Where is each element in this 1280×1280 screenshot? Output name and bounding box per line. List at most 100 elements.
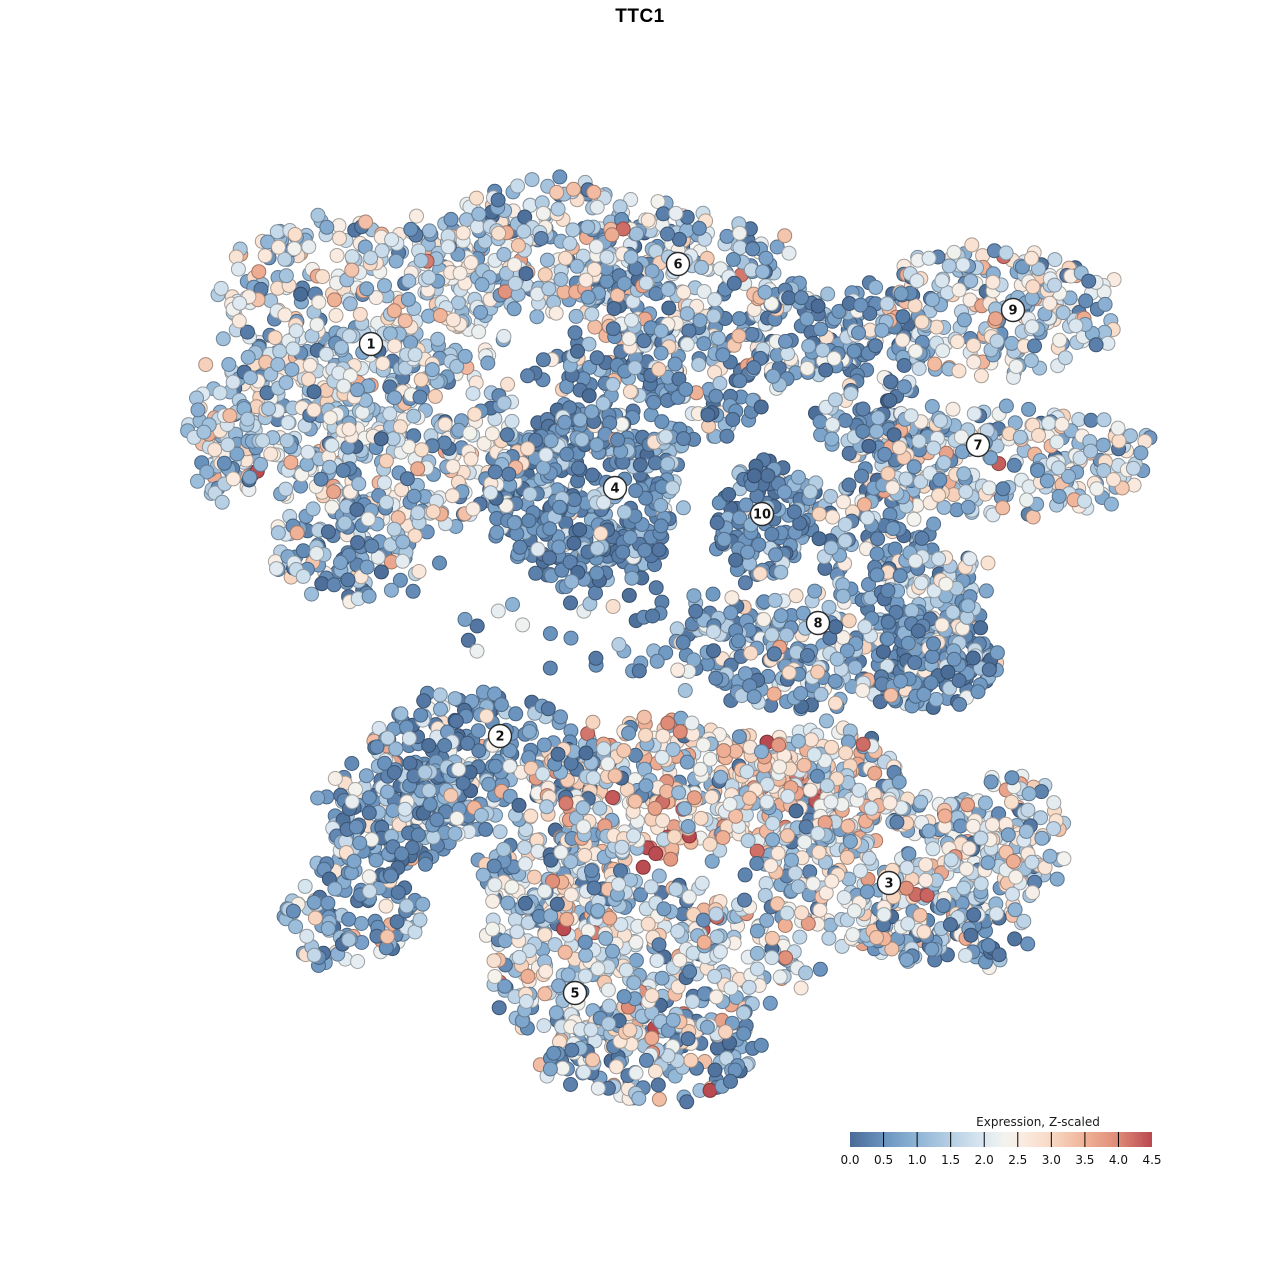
data-point bbox=[553, 709, 568, 725]
data-point bbox=[764, 526, 780, 542]
data-point bbox=[590, 1080, 606, 1096]
data-point bbox=[421, 738, 437, 753]
data-point bbox=[766, 686, 782, 702]
data-point bbox=[327, 771, 343, 786]
data-point bbox=[390, 885, 406, 900]
data-point bbox=[310, 207, 326, 223]
data-point bbox=[669, 621, 685, 637]
data-point bbox=[565, 222, 581, 238]
data-point bbox=[406, 408, 422, 424]
data-point bbox=[1125, 460, 1141, 476]
data-point bbox=[377, 278, 392, 294]
data-point bbox=[469, 190, 484, 206]
data-point bbox=[633, 887, 648, 903]
data-point bbox=[715, 830, 731, 846]
data-point bbox=[824, 873, 840, 889]
data-point bbox=[229, 446, 245, 462]
data-point bbox=[983, 450, 999, 466]
data-point bbox=[635, 859, 651, 875]
data-point bbox=[813, 321, 829, 337]
data-point bbox=[413, 253, 429, 268]
data-point bbox=[654, 749, 670, 765]
data-point bbox=[798, 965, 814, 981]
data-point bbox=[388, 253, 404, 269]
data-point bbox=[931, 551, 947, 567]
data-point bbox=[826, 351, 842, 366]
data-point bbox=[956, 312, 972, 328]
data-point bbox=[448, 713, 464, 729]
data-point bbox=[679, 754, 695, 770]
data-point bbox=[572, 522, 588, 538]
data-point bbox=[399, 471, 415, 487]
data-point bbox=[319, 219, 335, 235]
data-point bbox=[841, 477, 857, 493]
data-point bbox=[533, 231, 549, 246]
data-point bbox=[1047, 252, 1063, 268]
data-point bbox=[764, 627, 780, 643]
data-point bbox=[333, 555, 348, 570]
data-point bbox=[746, 360, 762, 376]
data-point bbox=[277, 307, 293, 323]
data-point bbox=[874, 322, 890, 338]
data-point bbox=[719, 228, 735, 244]
data-point bbox=[320, 524, 336, 540]
data-point bbox=[924, 649, 940, 664]
data-point bbox=[913, 794, 929, 810]
data-point bbox=[309, 546, 325, 561]
data-point bbox=[529, 309, 545, 325]
data-point bbox=[704, 853, 720, 869]
data-point bbox=[1021, 786, 1037, 802]
data-point bbox=[677, 683, 693, 698]
data-point bbox=[504, 413, 520, 429]
data-point bbox=[636, 333, 652, 349]
data-point bbox=[1052, 332, 1068, 348]
data-point bbox=[725, 252, 741, 267]
data-point bbox=[387, 390, 403, 406]
data-point bbox=[306, 894, 322, 910]
data-point bbox=[400, 291, 416, 307]
data-point bbox=[1095, 437, 1111, 453]
data-point bbox=[585, 1052, 601, 1068]
data-point bbox=[602, 910, 618, 926]
data-point bbox=[623, 192, 639, 207]
data-point bbox=[805, 876, 821, 892]
data-point bbox=[618, 962, 634, 978]
data-point bbox=[1025, 885, 1040, 901]
data-point bbox=[504, 879, 520, 895]
data-point bbox=[607, 768, 623, 784]
data-point bbox=[1021, 401, 1037, 417]
data-point bbox=[608, 1059, 624, 1075]
data-point bbox=[257, 248, 273, 264]
data-point bbox=[598, 930, 614, 946]
data-point bbox=[284, 362, 300, 377]
data-point bbox=[649, 653, 665, 669]
data-point bbox=[251, 264, 267, 280]
data-point bbox=[1096, 412, 1112, 428]
data-point bbox=[542, 626, 558, 642]
data-point bbox=[958, 948, 973, 963]
data-point bbox=[769, 239, 785, 255]
data-point bbox=[518, 266, 534, 282]
data-point bbox=[447, 826, 463, 841]
data-point bbox=[770, 845, 786, 861]
data-point bbox=[707, 1062, 723, 1078]
data-point bbox=[324, 437, 340, 453]
data-point bbox=[696, 336, 712, 352]
data-point bbox=[353, 916, 369, 931]
data-point bbox=[449, 358, 465, 374]
data-point bbox=[983, 774, 999, 790]
data-point bbox=[371, 720, 387, 736]
data-point bbox=[469, 618, 485, 634]
data-point bbox=[896, 358, 912, 373]
data-point bbox=[980, 855, 996, 871]
data-point bbox=[648, 846, 664, 862]
data-point bbox=[578, 947, 594, 963]
data-point bbox=[912, 907, 928, 923]
data-point bbox=[751, 537, 767, 553]
data-point bbox=[777, 228, 793, 244]
data-point bbox=[465, 386, 481, 401]
data-point bbox=[1034, 830, 1050, 846]
data-point bbox=[344, 262, 360, 278]
data-point bbox=[695, 912, 711, 928]
